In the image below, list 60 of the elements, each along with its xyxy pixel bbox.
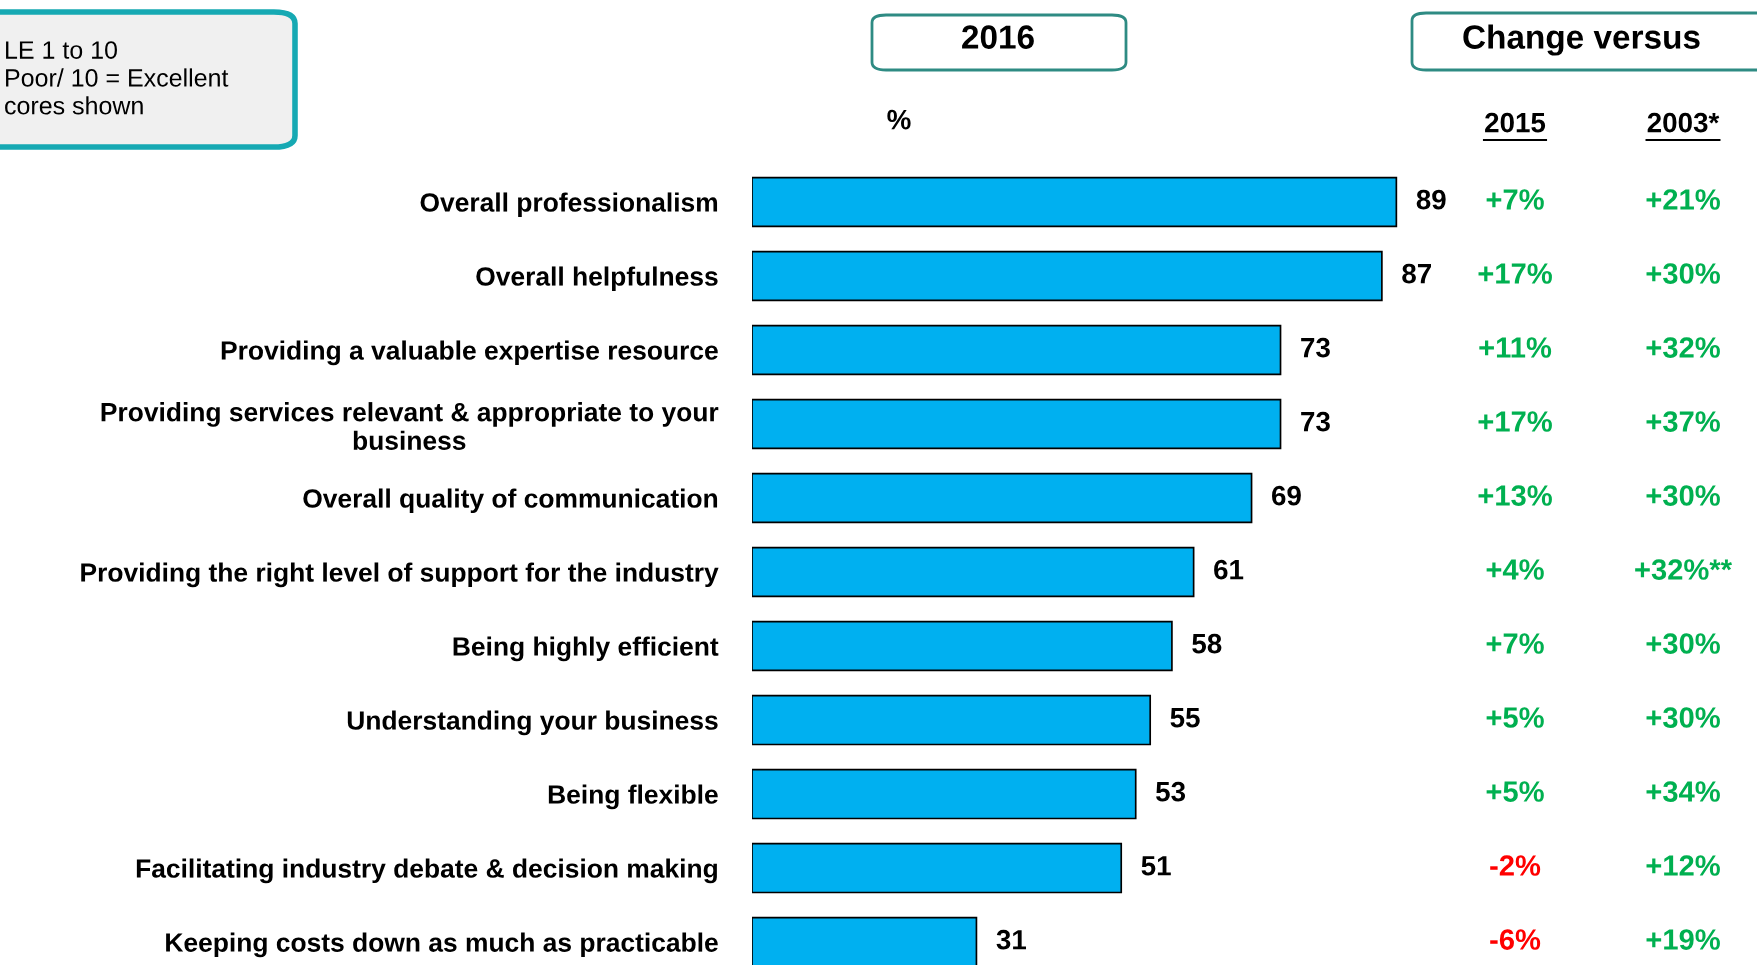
data-label: 61 [1214,559,1244,580]
bar [752,398,1282,450]
text: % [887,109,911,130]
text: Change versus [1463,24,1700,56]
text: +5% [1486,781,1544,802]
text: +32%** [1635,559,1733,580]
text: +11% [1479,337,1552,358]
data-label: 31 [996,929,1027,950]
text: +34% [1646,781,1720,802]
text: +32% [1646,337,1720,358]
bar [752,694,1152,746]
text: +7% [1486,633,1544,654]
bar [752,546,1195,598]
text: +5% [1486,707,1544,728]
text: 2003* [1647,112,1720,133]
text: -6% [1490,929,1541,950]
bar [752,768,1137,820]
data-label: 89 [1416,189,1446,210]
text: +30% [1646,707,1720,728]
data-label: 51 [1141,856,1171,876]
text: LE 1 to 10 Poor/ 10 = Excellent cores shown [5,41,229,115]
y-tick-label: Overall professionalism [420,192,718,218]
data-label: 87 [1402,263,1431,284]
bar [752,250,1383,302]
data-label: 73 [1301,411,1330,432]
text: +17% [1478,411,1552,432]
text: +7% [1486,189,1544,210]
data-label: 53 [1156,781,1186,802]
y-tick-label: Keeping costs down as much as practicable [166,932,718,958]
data-label: 58 [1192,633,1222,654]
bar [752,324,1282,376]
y-tick-label: Providing services relevant & appropriate to your business [101,402,719,451]
data-label: 69 [1272,485,1301,506]
data-label: 55 [1170,708,1200,728]
text: +30% [1646,633,1720,654]
text: +13% [1478,485,1552,506]
y-tick-label: Understanding your business [347,710,718,736]
text: -2% [1490,855,1541,876]
data-label: 73 [1301,337,1330,358]
text: +37% [1646,411,1720,432]
text: +19% [1646,929,1720,950]
y-tick-label: Providing the right level of support for the industry [81,562,719,588]
text: 2015 [1485,112,1546,133]
text: +30% [1646,485,1720,506]
text: +21% [1646,189,1720,210]
bar [752,176,1398,228]
chart-title: 2016 [962,25,1034,49]
text: +30% [1646,263,1720,284]
text: +12% [1646,855,1720,876]
y-tick-label: Facilitating industry debate & decision making [136,858,717,884]
text: +4% [1486,559,1544,580]
bar [752,620,1173,672]
y-tick-label: Overall quality of communication [303,488,718,514]
y-tick-label: Providing a valuable expertise resource [221,340,718,366]
bar [752,842,1123,894]
y-tick-label: Overall helpfulness [476,266,718,292]
text: +17% [1478,263,1552,284]
bar [752,472,1253,524]
y-tick-label: Being flexible [548,784,718,810]
y-tick-label: Being highly efficient [453,636,719,662]
